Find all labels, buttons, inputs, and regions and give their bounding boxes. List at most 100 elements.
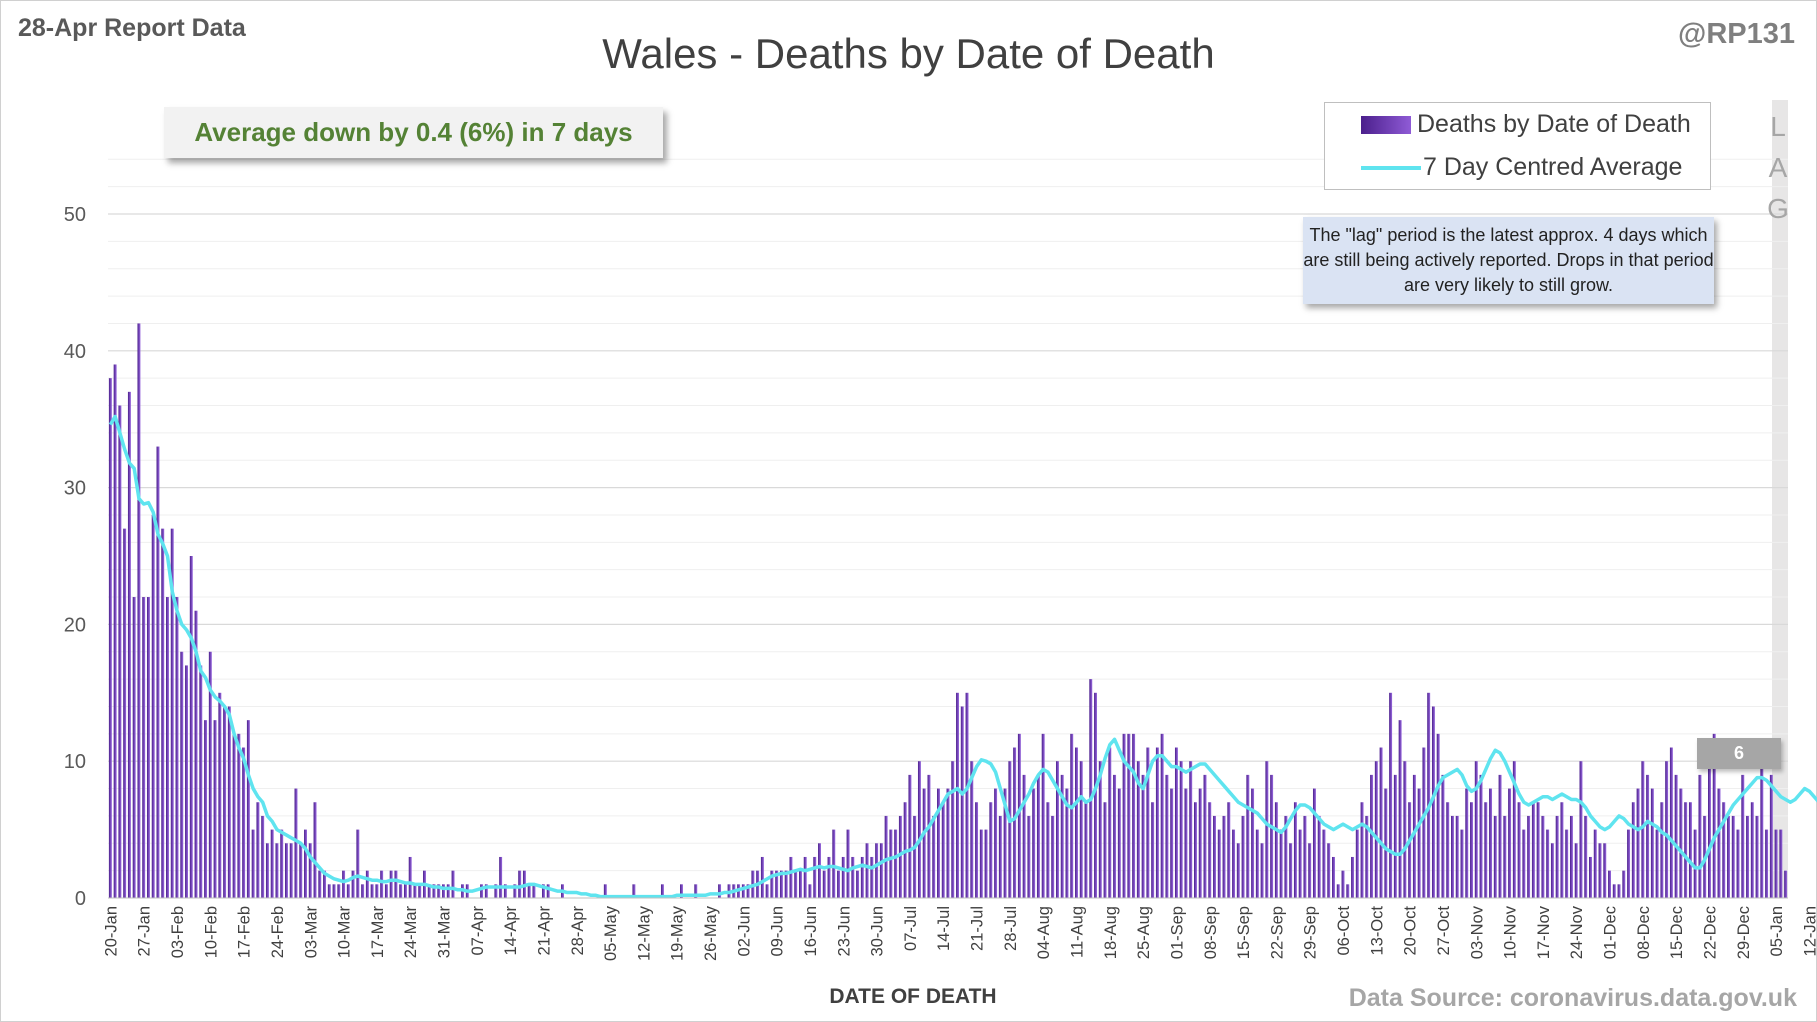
bar	[1431, 706, 1435, 898]
bar	[1455, 815, 1459, 898]
bar	[189, 556, 193, 898]
bar	[156, 446, 160, 898]
bar	[185, 665, 188, 898]
legend-label-line: 7 Day Centred Average	[1423, 153, 1683, 181]
x-tick-label: 12-May	[635, 905, 653, 961]
x-tick-label: 07-Apr	[469, 906, 487, 956]
bar	[527, 884, 531, 898]
bar	[1312, 788, 1316, 898]
x-tick-label: 04-Aug	[1035, 906, 1053, 959]
bar	[180, 651, 184, 898]
bar	[875, 843, 879, 898]
bar	[227, 706, 231, 898]
bar	[1146, 747, 1150, 898]
bar	[256, 802, 260, 898]
bar	[1346, 884, 1350, 898]
summary-text: Average down by 0.4 (6%) in 7 days	[194, 117, 633, 147]
bar	[323, 870, 327, 898]
x-tick-label: 23-Jun	[835, 906, 853, 956]
bar	[884, 815, 888, 898]
y-tick-label: 30	[64, 478, 86, 500]
x-tick-label: 25-Aug	[1135, 906, 1153, 959]
bar	[1731, 815, 1735, 898]
bar	[1184, 788, 1188, 898]
bar	[1265, 761, 1269, 898]
bar	[237, 733, 241, 898]
lag-letter: L	[1770, 111, 1786, 142]
bar	[870, 856, 874, 898]
lag-letter: G	[1767, 193, 1789, 224]
bar	[1022, 774, 1026, 898]
bar	[1451, 815, 1454, 898]
average-line	[108, 414, 1817, 899]
x-tick-label: 08-Sep	[1202, 906, 1220, 959]
bar	[894, 829, 898, 898]
x-tick-label: 28-Apr	[569, 906, 587, 956]
bar	[1194, 802, 1197, 898]
bar	[1565, 829, 1569, 898]
bar-swatch-icon	[1361, 115, 1411, 134]
bar	[1612, 884, 1616, 898]
bar	[789, 856, 793, 898]
y-tick-label: 10	[64, 751, 86, 773]
bar	[1650, 788, 1654, 898]
bar	[1051, 815, 1055, 898]
lag-note: The "lag" period is the latest approx. 4…	[1303, 217, 1714, 304]
x-tick-label: 18-Aug	[1102, 906, 1120, 959]
bar	[1379, 747, 1383, 898]
bar	[494, 884, 498, 898]
x-axis-title: DATE OF DEATH	[829, 985, 997, 1008]
bar	[151, 514, 155, 898]
bar	[1341, 870, 1345, 898]
x-tick-label: 16-Jun	[802, 906, 820, 956]
bar	[1003, 788, 1007, 898]
bar	[1389, 692, 1393, 898]
bar	[175, 597, 179, 898]
bar	[1765, 829, 1769, 898]
bar	[1336, 884, 1340, 898]
x-tick-label: 20-Oct	[1402, 906, 1420, 956]
bar	[1208, 802, 1212, 898]
bar	[1160, 733, 1164, 898]
bar	[1122, 733, 1126, 898]
bar	[499, 856, 503, 898]
bar	[1646, 774, 1650, 898]
bar	[913, 815, 917, 898]
bar	[1779, 829, 1783, 898]
bar	[246, 720, 250, 898]
bar	[1746, 815, 1750, 898]
x-tick-label: 17-Nov	[1535, 905, 1553, 959]
bar	[1036, 774, 1040, 898]
bar	[818, 843, 821, 898]
x-tick-label: 21-Apr	[536, 906, 554, 956]
bar	[1550, 843, 1554, 898]
bar	[1393, 774, 1397, 898]
bar	[1317, 815, 1321, 898]
bar	[1384, 788, 1388, 898]
bar	[979, 829, 983, 898]
bar	[280, 829, 284, 898]
bar	[1065, 788, 1069, 898]
bar	[941, 802, 945, 898]
bar	[546, 884, 550, 898]
x-tick-label: 17-Mar	[369, 905, 387, 958]
bar	[1684, 802, 1688, 898]
bar	[1741, 774, 1745, 898]
bar	[218, 692, 222, 898]
x-tick-label: 22-Sep	[1268, 906, 1286, 959]
bar	[1436, 733, 1440, 898]
bar	[403, 884, 407, 898]
bar	[1360, 802, 1364, 898]
bar	[313, 802, 317, 898]
bar	[1046, 802, 1050, 898]
bar	[304, 829, 307, 898]
legend-item-line: 7 Day Centred Average	[1361, 153, 1682, 182]
bar	[1470, 802, 1473, 898]
x-tick-label: 01-Dec	[1602, 906, 1620, 959]
bar	[1075, 747, 1078, 898]
bar	[837, 870, 841, 898]
bar	[994, 788, 998, 898]
bar	[865, 843, 869, 898]
x-tick-label: 10-Feb	[202, 906, 220, 958]
bar	[1355, 829, 1359, 898]
